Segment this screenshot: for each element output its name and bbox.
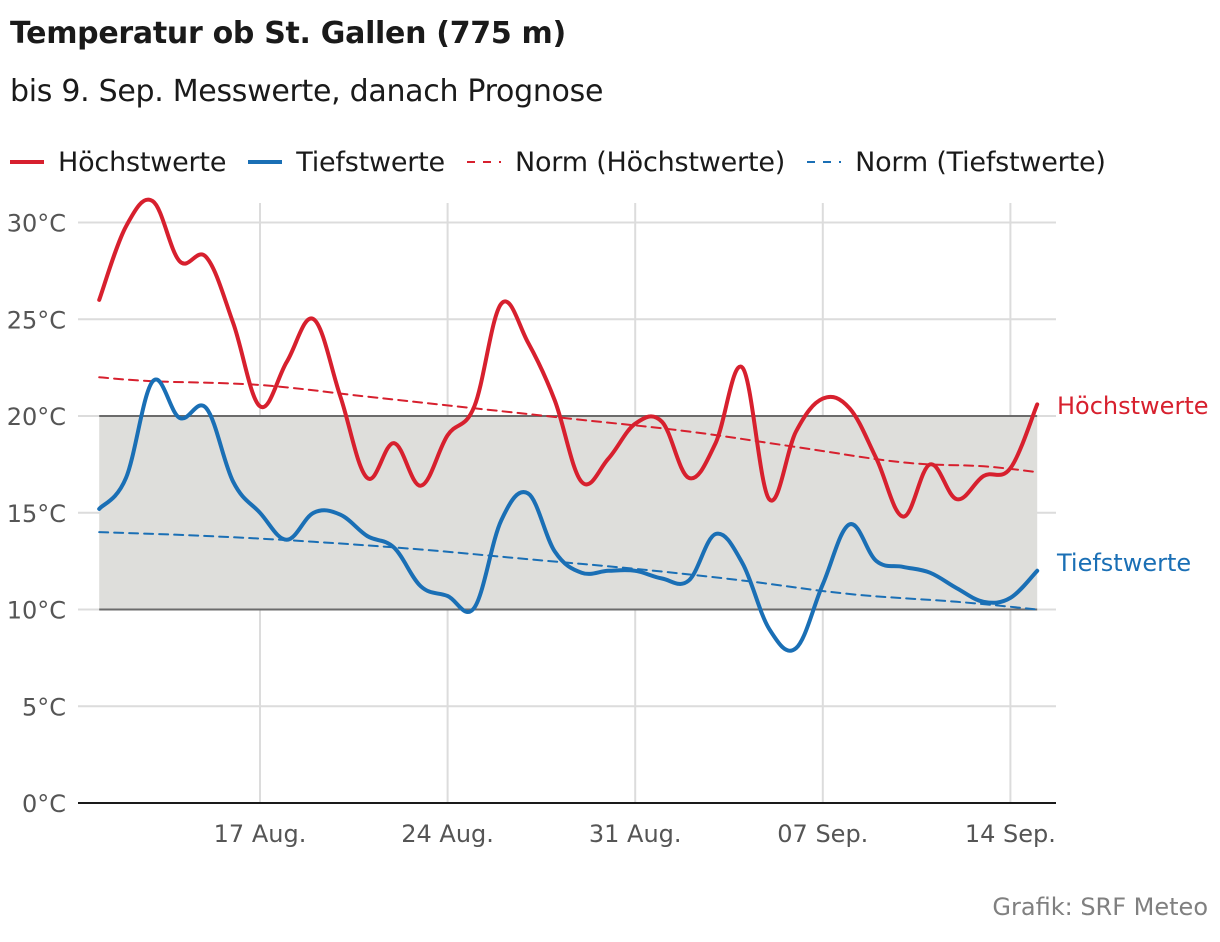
x-tick-label: 31 Aug. <box>589 820 682 848</box>
series-line-norm-tiefstwerte <box>98 531 1039 611</box>
y-tick-label: 20°C <box>7 403 66 431</box>
series-line-norm-h-chstwerte <box>98 376 1039 474</box>
legend-item-norm-tiefstwerte[interactable]: Norm (Tiefstwerte) <box>807 147 1106 178</box>
series-line-tiefstwerte <box>97 377 1040 653</box>
axes: 0°C 5°C 10°C 15°C 20°C 25°C 30°C 17 Aug. 24 Aug.… <box>7 210 1056 848</box>
y-tick-label: 15°C <box>7 500 66 528</box>
y-tick-label: 0°C <box>22 790 66 818</box>
legend-swatch-solid-red <box>10 160 44 164</box>
x-tick-label: 24 Aug. <box>401 820 494 848</box>
y-tick-label: 30°C <box>7 210 66 238</box>
series-end-label: Tiefstwerte <box>1056 549 1191 577</box>
legend-item-hoechstwerte[interactable]: Höchstwerte <box>10 147 226 178</box>
legend-label: Höchstwerte <box>58 146 227 178</box>
x-tick-label: 14 Sep. <box>965 820 1056 848</box>
legend-item-tiefstwerte[interactable]: Tiefstwerte <box>248 147 445 178</box>
y-tick-label: 25°C <box>7 306 66 334</box>
chart-subtitle: bis 9. Sep. Messwerte, danach Prognose <box>10 74 604 109</box>
legend-label: Norm (Höchstwerte) <box>514 146 786 178</box>
legend-swatch-dashed-blue <box>807 161 842 163</box>
series-line-h-chstwerte <box>97 197 1040 519</box>
chart-legend: Höchstwerte Tiefstwerte Norm (Höchstwert… <box>10 140 1128 184</box>
x-tick-label: 17 Aug. <box>214 820 307 848</box>
series-end-label: Höchstwerte <box>1057 392 1209 420</box>
series-end-labels: Höchstwerte Tiefstwerte <box>1056 392 1209 577</box>
legend-swatch-solid-blue <box>248 160 283 164</box>
x-tick-label: 07 Sep. <box>777 820 868 848</box>
chart-title: Temperatur ob St. Gallen (775 m) <box>10 16 566 51</box>
y-tick-label: 5°C <box>22 693 66 721</box>
legend-label: Norm (Tiefstwerte) <box>855 146 1106 178</box>
legend-item-norm-hoechstwerte[interactable]: Norm (Höchstwerte) <box>466 146 786 178</box>
series-lines <box>97 197 1040 653</box>
source-credit: Grafik: SRF Meteo <box>992 893 1208 921</box>
y-tick-label: 10°C <box>7 597 66 625</box>
legend-swatch-dashed-red <box>466 161 501 163</box>
legend-label: Tiefstwerte <box>296 146 445 178</box>
